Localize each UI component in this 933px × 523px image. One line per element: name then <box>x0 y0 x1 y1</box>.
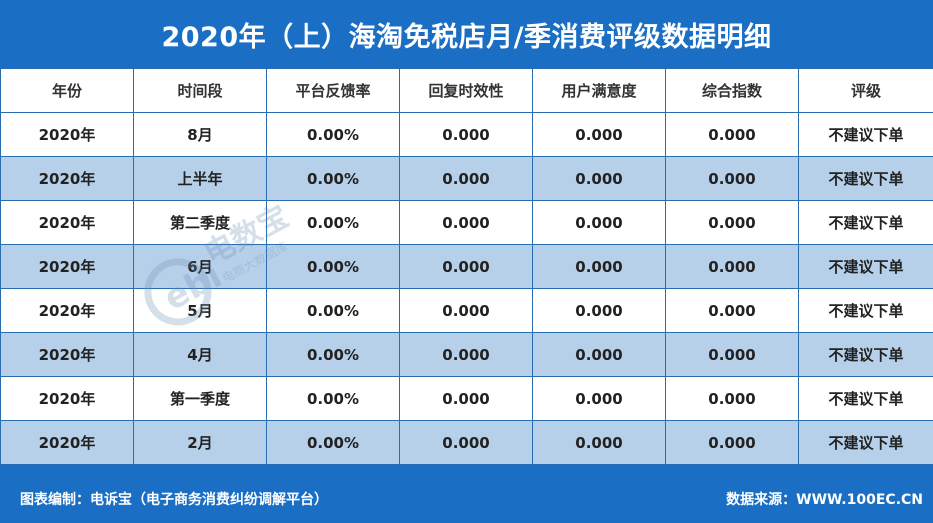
cell-feedback-rate: 0.00% <box>266 156 400 201</box>
cell-feedback-rate: 0.00% <box>266 112 400 157</box>
cell-composite-index: 0.000 <box>665 376 799 421</box>
footer-credit: 图表编制：电诉宝（电子商务消费纠纷调解平台） <box>20 492 328 508</box>
cell-feedback-rate: 0.00% <box>266 332 400 377</box>
cell-rating: 不建议下单 <box>798 156 933 201</box>
footer-source: 数据来源：WWW.100EC.CN <box>726 492 923 508</box>
cell-rating: 不建议下单 <box>798 112 933 157</box>
cell-year: 2020年 <box>0 420 134 465</box>
footer: 图表编制：电诉宝（电子商务消费纠纷调解平台） 数据来源：WWW.100EC.CN <box>0 475 933 523</box>
cell-satisfaction: 0.000 <box>532 200 666 245</box>
cell-year: 2020年 <box>0 376 134 421</box>
cell-composite-index: 0.000 <box>665 244 799 289</box>
col-header-feedback-rate: 平台反馈率 <box>266 68 400 113</box>
table-row: 2020年 6月 0.00% 0.000 0.000 0.000 不建议下单 <box>0 244 933 289</box>
cell-rating: 不建议下单 <box>798 244 933 289</box>
table-row: 2020年 5月 0.00% 0.000 0.000 0.000 不建议下单 <box>0 288 933 333</box>
cell-period: 4月 <box>133 332 267 377</box>
cell-composite-index: 0.000 <box>665 288 799 333</box>
cell-satisfaction: 0.000 <box>532 112 666 157</box>
col-header-period: 时间段 <box>133 68 267 113</box>
cell-period: 第二季度 <box>133 200 267 245</box>
cell-year: 2020年 <box>0 332 134 377</box>
table-row: 2020年 2月 0.00% 0.000 0.000 0.000 不建议下单 <box>0 420 933 465</box>
table-header-row: 年份 时间段 平台反馈率 回复时效性 用户满意度 综合指数 评级 <box>0 68 933 113</box>
page-title: 2020年（上）海淘免税店月/季消费评级数据明细 <box>161 21 772 53</box>
cell-period: 第一季度 <box>133 376 267 421</box>
cell-reply-timeliness: 0.000 <box>399 332 533 377</box>
cell-reply-timeliness: 0.000 <box>399 420 533 465</box>
cell-year: 2020年 <box>0 244 134 289</box>
cell-rating: 不建议下单 <box>798 200 933 245</box>
table-row: 2020年 8月 0.00% 0.000 0.000 0.000 不建议下单 <box>0 112 933 157</box>
cell-composite-index: 0.000 <box>665 420 799 465</box>
cell-period: 2月 <box>133 420 267 465</box>
cell-reply-timeliness: 0.000 <box>399 244 533 289</box>
cell-period: 8月 <box>133 112 267 157</box>
cell-satisfaction: 0.000 <box>532 156 666 201</box>
table-row: 2020年 第二季度 0.00% 0.000 0.000 0.000 不建议下单 <box>0 200 933 245</box>
cell-feedback-rate: 0.00% <box>266 288 400 333</box>
cell-satisfaction: 0.000 <box>532 332 666 377</box>
cell-feedback-rate: 0.00% <box>266 376 400 421</box>
cell-rating: 不建议下单 <box>798 332 933 377</box>
col-header-composite-index: 综合指数 <box>665 68 799 113</box>
col-header-reply-timeliness: 回复时效性 <box>399 68 533 113</box>
cell-period: 上半年 <box>133 156 267 201</box>
cell-year: 2020年 <box>0 288 134 333</box>
cell-rating: 不建议下单 <box>798 376 933 421</box>
cell-satisfaction: 0.000 <box>532 420 666 465</box>
cell-period: 5月 <box>133 288 267 333</box>
cell-feedback-rate: 0.00% <box>266 200 400 245</box>
cell-satisfaction: 0.000 <box>532 244 666 289</box>
table-row: 2020年 4月 0.00% 0.000 0.000 0.000 不建议下单 <box>0 332 933 377</box>
cell-satisfaction: 0.000 <box>532 288 666 333</box>
cell-year: 2020年 <box>0 112 134 157</box>
table-row: 2020年 上半年 0.00% 0.000 0.000 0.000 不建议下单 <box>0 156 933 201</box>
col-header-rating: 评级 <box>798 68 933 113</box>
cell-satisfaction: 0.000 <box>532 376 666 421</box>
cell-composite-index: 0.000 <box>665 200 799 245</box>
cell-period: 6月 <box>133 244 267 289</box>
cell-rating: 不建议下单 <box>798 420 933 465</box>
cell-feedback-rate: 0.00% <box>266 244 400 289</box>
data-table: 年份 时间段 平台反馈率 回复时效性 用户满意度 综合指数 评级 2020年 8月… <box>0 68 933 465</box>
cell-composite-index: 0.000 <box>665 332 799 377</box>
col-header-satisfaction: 用户满意度 <box>532 68 666 113</box>
cell-year: 2020年 <box>0 156 134 201</box>
cell-rating: 不建议下单 <box>798 288 933 333</box>
cell-composite-index: 0.000 <box>665 156 799 201</box>
cell-reply-timeliness: 0.000 <box>399 112 533 157</box>
cell-reply-timeliness: 0.000 <box>399 200 533 245</box>
cell-reply-timeliness: 0.000 <box>399 288 533 333</box>
cell-reply-timeliness: 0.000 <box>399 376 533 421</box>
cell-feedback-rate: 0.00% <box>266 420 400 465</box>
cell-composite-index: 0.000 <box>665 112 799 157</box>
cell-reply-timeliness: 0.000 <box>399 156 533 201</box>
col-header-year: 年份 <box>0 68 134 113</box>
table-row: 2020年 第一季度 0.00% 0.000 0.000 0.000 不建议下单 <box>0 376 933 421</box>
cell-year: 2020年 <box>0 200 134 245</box>
